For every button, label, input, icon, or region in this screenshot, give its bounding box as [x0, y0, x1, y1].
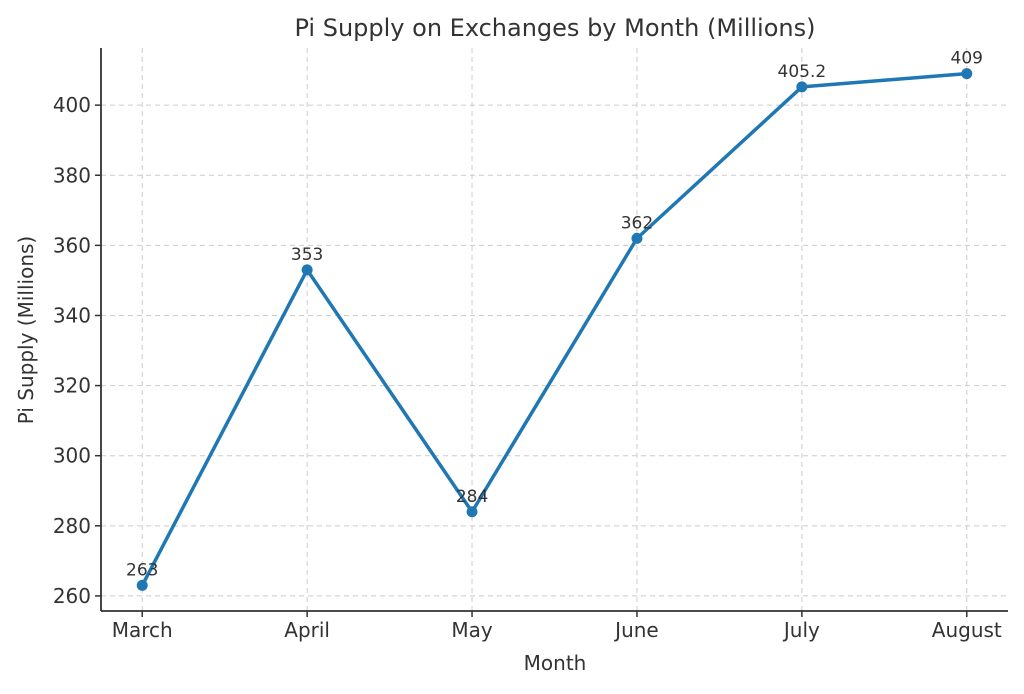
y-tick-label: 380 — [53, 163, 91, 187]
data-point — [631, 232, 643, 244]
series-line — [140, 71, 967, 587]
x-tick-label: May — [451, 618, 493, 642]
x-axis-label: Month — [524, 651, 587, 675]
data-point — [961, 68, 973, 80]
y-tick-label: 320 — [53, 374, 91, 398]
y-tick-label: 300 — [53, 444, 91, 468]
x-tick-label: June — [613, 618, 659, 642]
y-tick-label: 340 — [53, 303, 91, 327]
data-label: 353 — [291, 245, 323, 265]
y-tick-label: 260 — [53, 584, 91, 608]
data-point — [301, 264, 313, 276]
data-label: 284 — [456, 487, 488, 507]
x-tick-label: March — [112, 618, 173, 642]
data-point — [136, 579, 148, 591]
chart-title: Pi Supply on Exchanges by Month (Million… — [294, 14, 815, 42]
data-label: 263 — [126, 560, 158, 580]
data-point — [466, 506, 478, 518]
x-tick-label: April — [284, 618, 330, 642]
y-axis-label: Pi Supply (Millions) — [14, 236, 38, 424]
y-tick-label: 280 — [53, 514, 91, 538]
x-tick-label: July — [782, 618, 820, 642]
y-tick-label: 360 — [53, 233, 91, 257]
y-tick-label: 400 — [53, 93, 91, 117]
data-label: 405.2 — [778, 62, 827, 82]
data-label: 362 — [621, 213, 653, 233]
x-tick-label: August — [932, 618, 1002, 642]
data-label: 409 — [951, 49, 983, 69]
data-point — [796, 81, 808, 93]
